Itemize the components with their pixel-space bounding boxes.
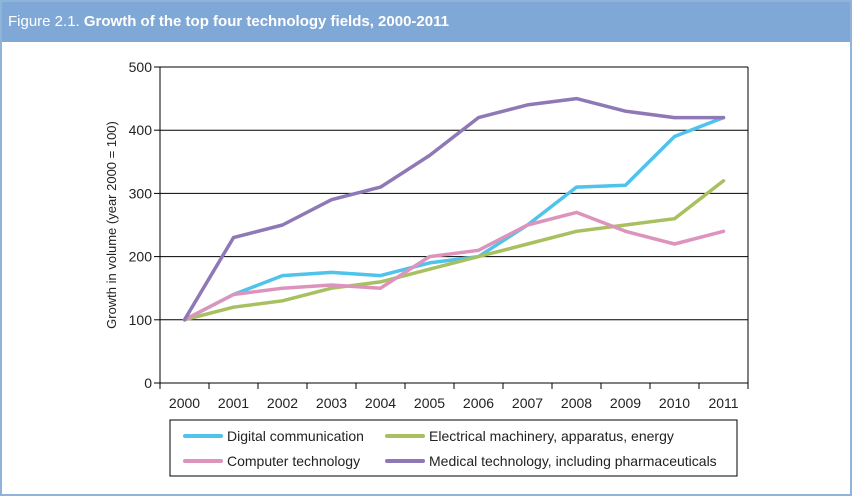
legend-label: Electrical machinery, apparatus, energy — [429, 428, 674, 444]
y-axis-label: Growth in volume (year 2000 = 100) — [104, 121, 119, 329]
x-tick-label: 2006 — [463, 395, 494, 411]
series-line — [182, 179, 726, 322]
series-lines — [182, 96, 726, 322]
legend-label: Digital communication — [227, 428, 364, 444]
y-tick-label: 0 — [144, 375, 152, 391]
legend-label: Medical technology, including pharmaceut… — [429, 453, 717, 469]
legend: Digital communication Electrical machiner… — [169, 419, 738, 477]
x-tick-label: 2009 — [610, 395, 641, 411]
x-tick-label: 2010 — [659, 395, 690, 411]
x-tick-label: 2004 — [365, 395, 396, 411]
x-tick-label: 2011 — [708, 395, 738, 411]
x-tick-label: 2003 — [316, 395, 347, 411]
y-tick-label: 200 — [129, 249, 153, 265]
figure-title: Growth of the top four technology fields… — [83, 13, 449, 30]
y-tick-labels: 0 100 200 300 400 500 — [129, 59, 153, 391]
x-tick-label: 2001 — [218, 395, 249, 411]
x-tick-label: 2002 — [267, 395, 298, 411]
y-tick-label: 400 — [129, 122, 153, 138]
x-tick-label: 2007 — [512, 395, 543, 411]
x-tick-label: 2000 — [169, 395, 200, 411]
x-tick-label: 2005 — [414, 395, 445, 411]
series-line — [182, 210, 726, 322]
series-line — [182, 96, 726, 322]
y-tick-label: 300 — [129, 185, 153, 201]
y-tick-label: 100 — [129, 312, 153, 328]
series-line — [182, 115, 726, 322]
figure-header: Figure 2.1. Growth of the top four techn… — [2, 2, 850, 42]
figure-label: Figure 2.1. — [8, 13, 80, 30]
x-tick-labels: 2000 2001 2002 2003 2004 2005 2006 2007 2008 2009… — [169, 395, 739, 411]
y-tick-label: 500 — [129, 59, 153, 75]
figure-frame: Figure 2.1. Growth of the top four techn… — [0, 0, 852, 496]
axes — [154, 66, 749, 389]
x-tick-label: 2008 — [561, 395, 592, 411]
legend-label: Computer technology — [227, 453, 360, 469]
legend-box — [169, 419, 738, 477]
gridlines — [160, 66, 748, 321]
